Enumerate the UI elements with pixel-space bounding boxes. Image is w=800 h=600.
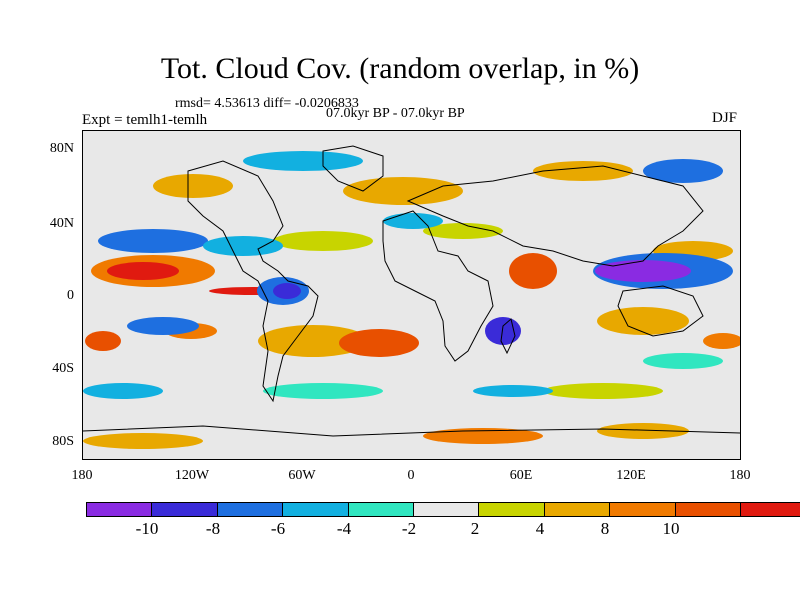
colorbar-label: 8 [600,519,610,538]
colorbar-label: -6 [270,519,286,538]
anomaly-blob [473,385,553,397]
world-map [82,130,741,460]
anomaly-blob [703,333,740,349]
anomaly-blob [273,283,301,299]
x-tick-label: 120E [616,468,646,483]
y-tick-label: 40N [49,216,74,231]
anomaly-blob [643,159,723,183]
colorbar-label: -4 [336,519,352,538]
anomaly-blob [383,213,443,229]
colorbar-swatch [87,503,153,516]
colorbar [86,502,800,517]
anomaly-blob [533,161,633,181]
y-tick-label: 0 [67,288,74,303]
anomaly-blob [127,317,199,335]
x-tick-label: 60E [509,468,533,483]
time-period: 07.0kyr BP - 07.0kyr BP [326,106,465,121]
anomaly-blob [98,229,208,253]
anomaly-blob [485,317,521,345]
anomaly-blob [339,329,419,357]
colorbar-swatch [283,503,349,516]
colorbar-swatch [740,503,800,516]
x-tick-label: 180 [71,468,93,483]
colorbar-swatch [348,503,414,516]
colorbar-swatch [217,503,284,516]
colorbar-swatch [152,503,218,516]
anomaly-blob [203,236,283,256]
anomaly-blob [509,253,557,289]
anomaly-blob [595,260,691,282]
anomaly-blob [597,423,689,439]
anomaly-blob [263,383,383,399]
anomaly-blob [258,325,368,357]
anomaly-blob [597,307,689,335]
cloud-cover-field [83,145,740,449]
colorbar-label: -2 [401,519,417,538]
colorbar-label: 2 [470,519,480,538]
anomaly-blob [423,428,543,444]
map-title: Tot. Cloud Cov. (random overlap, in %) [160,52,640,85]
colorbar-swatch [610,503,676,516]
x-tick-label: 120W [174,468,210,483]
x-tick-label: 60W [288,468,316,483]
anomaly-blob [273,231,373,251]
colorbar-label: 10 [662,519,680,538]
colorbar-swatch [675,503,741,516]
colorbar-swatch [413,503,480,516]
colorbar-label: -10 [135,519,159,538]
colorbar-label: -8 [205,519,221,538]
anomaly-blob [83,383,163,399]
y-tick-label: 40S [52,361,74,376]
anomaly-blob [643,353,723,369]
anomaly-blob [107,262,179,280]
experiment-label: Expt = temlh1-temlh [82,112,208,128]
colorbar-label: 4 [535,519,545,538]
colorbar-swatch [479,503,545,516]
anomaly-blob [85,331,121,351]
season-label: DJF [712,110,738,126]
anomaly-blob [423,223,503,239]
x-tick-label: 0 [407,468,415,483]
rmsd-stats: rmsd= 4.53613 diff= -0.0206833 [175,96,359,111]
colorbar-swatch [544,503,611,516]
anomaly-blob [543,383,663,399]
anomaly-blob [343,177,463,205]
coastlines [83,145,740,437]
anomaly-blob [83,433,203,449]
anomaly-blob [243,151,363,171]
anomaly-blob [153,174,233,198]
y-tick-label: 80N [49,141,74,156]
y-tick-label: 80S [52,434,74,449]
x-tick-label: 180 [729,468,751,483]
